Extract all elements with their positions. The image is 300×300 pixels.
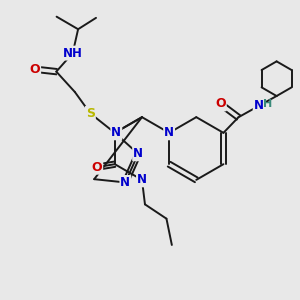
Text: NH: NH — [63, 46, 83, 60]
Text: N: N — [133, 147, 143, 160]
Text: O: O — [29, 63, 40, 76]
Text: O: O — [92, 161, 102, 174]
Text: H: H — [263, 100, 272, 110]
Text: N: N — [254, 100, 264, 112]
Text: O: O — [215, 98, 226, 110]
Text: N: N — [111, 126, 121, 139]
Text: N: N — [137, 173, 147, 186]
Text: N: N — [164, 126, 174, 139]
Text: N: N — [120, 176, 130, 189]
Text: S: S — [86, 107, 95, 120]
